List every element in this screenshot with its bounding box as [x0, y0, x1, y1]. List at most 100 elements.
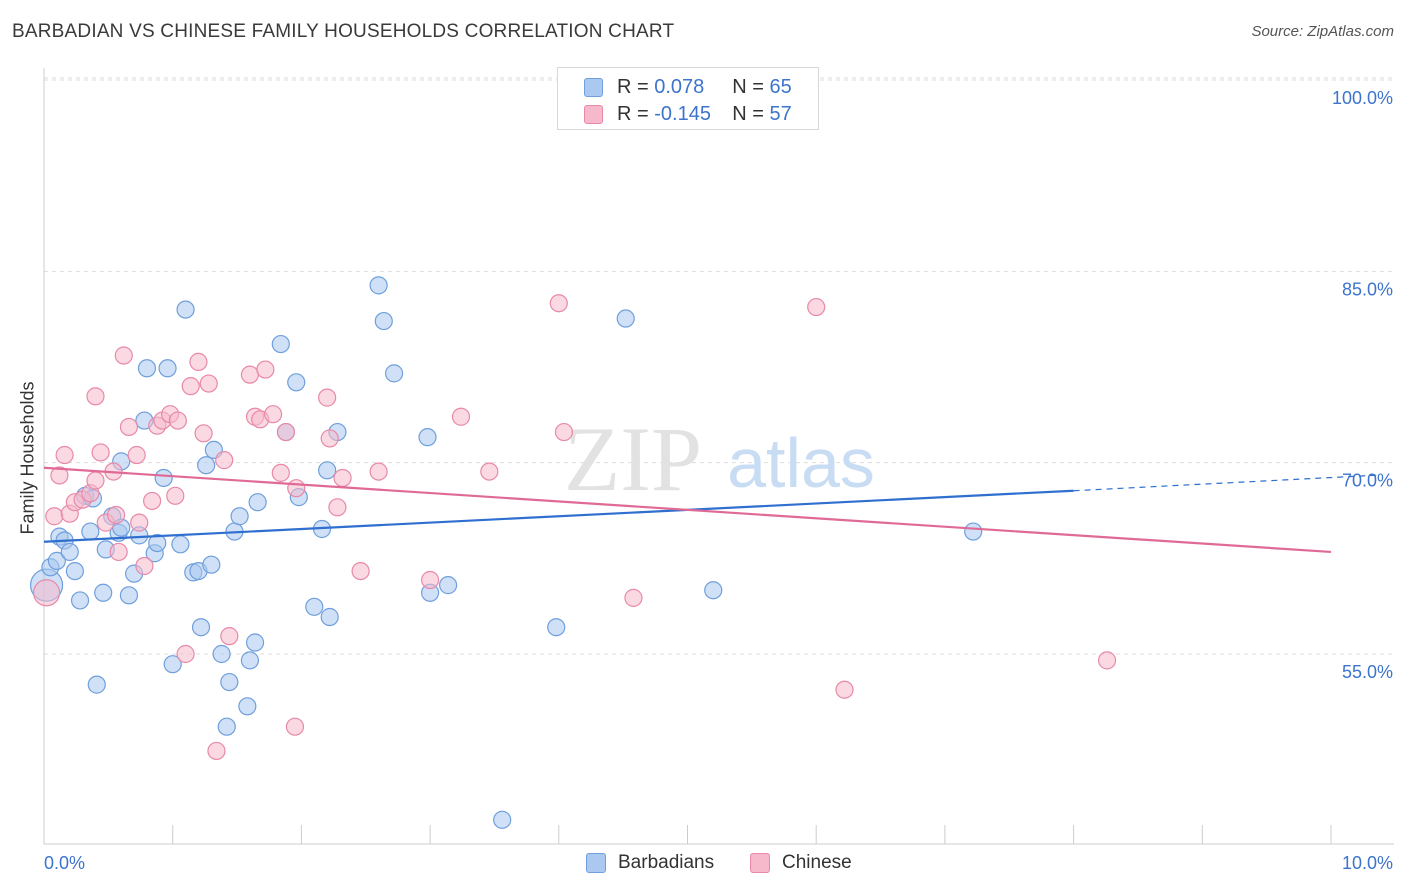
legend-label-chinese: Chinese	[782, 852, 852, 873]
point-barbadians	[119, 586, 139, 605]
point-chinese	[127, 445, 146, 465]
point-chinese	[143, 491, 162, 511]
legend-label-barbadians: Barbadians	[618, 852, 715, 873]
n-label: N =	[732, 76, 770, 98]
point-chinese	[86, 471, 105, 490]
point-barbadians	[704, 581, 723, 600]
legend-swatch-barbadians	[584, 78, 603, 97]
point-barbadians	[369, 276, 388, 295]
point-chinese	[55, 445, 74, 465]
point-barbadians	[616, 309, 635, 328]
point-barbadians	[287, 373, 306, 392]
point-chinese	[285, 717, 305, 736]
point-barbadians	[320, 607, 339, 627]
point-chinese	[807, 297, 826, 317]
point-barbadians	[374, 311, 393, 331]
point-barbadians	[248, 493, 267, 512]
point-chinese	[32, 579, 61, 607]
point-barbadians	[70, 591, 90, 610]
legend-stats-barbadians: R = 0.078 N = 65	[617, 76, 792, 99]
point-barbadians	[240, 651, 260, 670]
axes	[43, 68, 1394, 845]
legend-swatch-chinese	[750, 853, 770, 873]
point-barbadians	[94, 583, 113, 602]
point-chinese	[194, 424, 213, 443]
point-barbadians	[47, 551, 66, 570]
legend-swatch-barbadians	[586, 853, 606, 873]
r-value: -0.145	[654, 103, 711, 125]
watermark-atlas: atlas	[727, 424, 875, 502]
point-barbadians	[493, 810, 512, 829]
point-barbadians	[238, 697, 257, 716]
point-barbadians	[547, 618, 566, 637]
point-chinese	[554, 422, 574, 442]
point-chinese	[263, 405, 283, 424]
point-chinese	[624, 588, 643, 607]
point-chinese	[320, 429, 339, 448]
point-chinese	[240, 365, 260, 384]
point-chinese	[333, 468, 352, 488]
point-chinese	[276, 422, 296, 442]
point-barbadians	[148, 533, 167, 553]
point-chinese	[189, 352, 208, 371]
point-barbadians	[176, 300, 195, 319]
data-points	[29, 276, 1117, 829]
point-chinese	[91, 443, 110, 462]
point-chinese	[106, 505, 126, 525]
y-tick-label: 70.0%	[1342, 471, 1393, 491]
chart-title: BARBADIAN VS CHINESE FAMILY HOUSEHOLDS C…	[12, 21, 675, 42]
point-barbadians	[418, 428, 437, 447]
gridlines	[44, 77, 1394, 655]
y-tick-label: 100.0%	[1332, 88, 1393, 108]
point-chinese	[119, 417, 139, 437]
y-tick-label: 55.0%	[1342, 662, 1393, 682]
trend-lines	[43, 466, 1382, 554]
legend-swatch-chinese	[584, 105, 603, 124]
r-label: R =	[617, 76, 655, 98]
point-barbadians	[171, 535, 190, 554]
point-chinese	[318, 388, 337, 407]
y-tick-label: 85.0%	[1342, 279, 1393, 299]
r-value: 0.078	[654, 76, 705, 98]
point-barbadians	[217, 717, 236, 736]
point-barbadians	[384, 364, 404, 383]
point-barbadians	[197, 456, 216, 475]
x-tick-label: 0.0%	[44, 853, 85, 873]
point-chinese	[207, 741, 226, 761]
point-chinese	[549, 294, 568, 313]
watermark-zip: ZIP	[564, 408, 702, 510]
point-chinese	[351, 561, 370, 581]
point-barbadians	[964, 522, 983, 541]
point-chinese	[835, 680, 854, 699]
point-chinese	[369, 462, 388, 481]
point-chinese	[109, 542, 128, 562]
point-chinese	[220, 627, 239, 646]
point-barbadians	[163, 655, 182, 674]
n-label: N =	[732, 103, 770, 125]
point-barbadians	[271, 334, 290, 354]
n-value: 65	[769, 76, 792, 98]
point-chinese	[328, 498, 347, 517]
point-barbadians	[439, 576, 458, 595]
n-value: 57	[769, 103, 792, 125]
point-chinese	[181, 377, 200, 396]
trend-extension-barbadians	[1073, 474, 1382, 492]
point-chinese	[135, 556, 154, 576]
point-barbadians	[87, 675, 106, 694]
point-barbadians	[137, 359, 157, 378]
point-barbadians	[158, 359, 177, 378]
point-barbadians	[245, 633, 265, 652]
point-barbadians	[202, 555, 221, 574]
point-chinese	[50, 466, 69, 485]
point-chinese	[166, 486, 185, 505]
point-barbadians	[305, 597, 324, 616]
point-chinese	[199, 374, 218, 393]
legend-stats-chinese: R = -0.145 N = 57	[617, 103, 792, 126]
tick-labels: 100.0% 85.0% 70.0% 55.0% 0.0% 10.0%	[44, 88, 1393, 873]
r-label: R =	[617, 103, 655, 125]
x-tick-label: 10.0%	[1342, 853, 1393, 873]
point-barbadians	[230, 507, 249, 526]
point-chinese	[1097, 651, 1117, 670]
point-chinese	[130, 513, 149, 532]
